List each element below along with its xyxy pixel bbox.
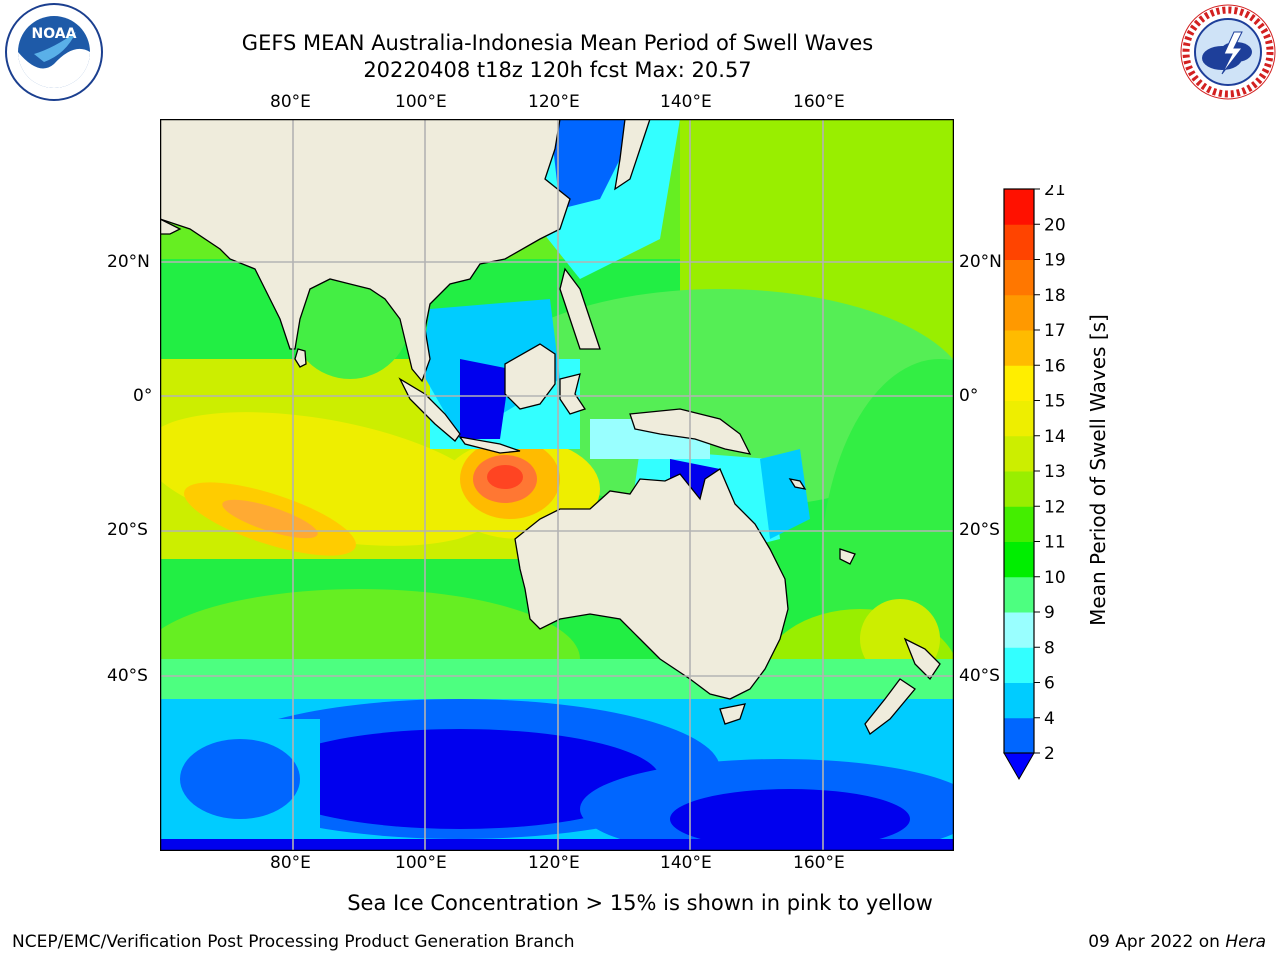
lon-bottom-80: 80°E: [270, 853, 311, 873]
colorbar-tick-label: 2: [1044, 744, 1055, 764]
lon-bottom-120: 120°E: [528, 853, 580, 873]
lon-top-140: 140°E: [660, 92, 712, 112]
noaa-logo: NOAA: [5, 3, 103, 101]
colorbar-tick-label: 8: [1044, 638, 1055, 658]
lon-bottom-160: 160°E: [793, 853, 845, 873]
lon-bottom-140: 140°E: [660, 853, 712, 873]
colorbar-tick-label: 9: [1044, 603, 1055, 623]
colorbar-tick-label: 16: [1044, 356, 1066, 376]
colorbar-segment: [1004, 189, 1034, 225]
colorbar-segment: [1004, 435, 1034, 472]
footer-branch: NCEP/EMC/Verification Post Processing Pr…: [12, 932, 575, 952]
colorbar-tick-label: 10: [1044, 568, 1066, 588]
map-subtitle: 20220408 t18z 120h fcst Max: 20.57: [363, 58, 752, 82]
lat-right-20n: 20°N: [959, 252, 1002, 272]
colorbar-segment: [1004, 717, 1034, 754]
colorbar-extend-arrow: [1003, 752, 1035, 781]
colorbar-tick-label: 13: [1044, 462, 1066, 482]
colorbar-segment: [1004, 647, 1034, 683]
colorbar-tick-label: 19: [1044, 251, 1066, 271]
colorbar-tick-label: 18: [1044, 286, 1066, 306]
colorbar-tick-label: 14: [1044, 427, 1066, 447]
colorbar-label: Mean Period of Swell Waves [s]: [1086, 314, 1110, 626]
colorbar-segment: [1004, 224, 1034, 260]
colorbar-tick-label: 6: [1044, 674, 1055, 694]
lon-top-120: 120°E: [528, 92, 580, 112]
lon-top-100: 100°E: [395, 92, 447, 112]
lat-left-0: 0°: [133, 386, 153, 406]
footer-date: 09 Apr 2022 on: [1088, 932, 1226, 952]
lat-left-20n: 20°N: [107, 252, 150, 272]
colorbar-segment: [1004, 612, 1034, 648]
colorbar-tick-label: 21: [1044, 185, 1066, 200]
colorbar-tick-label: 4: [1044, 709, 1055, 729]
colorbar-tick-label: 12: [1044, 497, 1066, 517]
colorbar-segment: [1004, 259, 1034, 296]
colorbar: 2 4 6 8 9 10 11 12 13 14 15 16 17 18 19 20 21: [1003, 185, 1066, 781]
lon-bottom-100: 100°E: [395, 853, 447, 873]
map-title: GEFS MEAN Australia-Indonesia Mean Perio…: [241, 31, 874, 55]
lat-left-40s: 40°S: [107, 666, 148, 686]
lat-right-0: 0°: [959, 386, 979, 406]
svg-text:NOAA: NOAA: [32, 26, 77, 42]
colorbar-segment: [1004, 294, 1034, 331]
colorbar-tick-label: 20: [1044, 215, 1066, 235]
colorbar-tick-label: 15: [1044, 392, 1066, 412]
colorbar-segment: [1004, 365, 1034, 401]
colorbar-tick-label: 11: [1044, 533, 1066, 553]
lat-right-40s: 40°S: [959, 666, 1000, 686]
lat-left-20s: 20°S: [107, 520, 148, 540]
swell-period-map: [160, 119, 954, 851]
lat-right-20s: 20°S: [959, 520, 1000, 540]
colorbar-segment: [1004, 471, 1034, 507]
nws-logo: [1180, 4, 1276, 100]
colorbar-tick-label: 17: [1044, 321, 1066, 341]
colorbar-segment: [1004, 576, 1034, 613]
footer-machine: Hera: [1225, 932, 1266, 952]
sea-ice-note: Sea Ice Concentration > 15% is shown in …: [347, 891, 933, 915]
land: [160, 119, 941, 735]
colorbar-segment: [1004, 400, 1034, 437]
lon-top-80: 80°E: [270, 92, 311, 112]
lon-top-160: 160°E: [793, 92, 845, 112]
colorbar-segment: [1004, 506, 1034, 542]
colorbar-segment: [1004, 682, 1034, 719]
colorbar-segment: [1004, 330, 1034, 366]
graticule: [160, 119, 954, 851]
colorbar-segment: [1004, 541, 1034, 578]
